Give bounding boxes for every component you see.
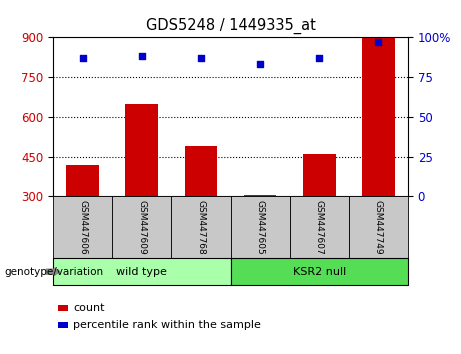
Point <box>79 55 86 61</box>
Text: count: count <box>73 303 105 313</box>
Bar <box>244 195 276 196</box>
Text: GSM447749: GSM447749 <box>374 200 383 255</box>
Text: percentile rank within the sample: percentile rank within the sample <box>73 320 261 330</box>
Point <box>256 61 264 67</box>
Bar <box>125 103 158 196</box>
Text: GSM447768: GSM447768 <box>196 200 206 255</box>
Point <box>138 53 145 59</box>
Text: GSM447607: GSM447607 <box>315 200 324 255</box>
Text: GSM447606: GSM447606 <box>78 200 87 255</box>
Text: genotype/variation: genotype/variation <box>5 267 104 277</box>
Bar <box>362 39 395 196</box>
Point <box>197 55 205 61</box>
Bar <box>66 165 99 196</box>
Text: GSM447605: GSM447605 <box>255 200 265 255</box>
Title: GDS5248 / 1449335_at: GDS5248 / 1449335_at <box>146 18 315 34</box>
Text: KSR2 null: KSR2 null <box>293 267 346 277</box>
Bar <box>185 146 217 196</box>
Text: wild type: wild type <box>116 267 167 277</box>
Point <box>315 55 323 61</box>
Text: GSM447609: GSM447609 <box>137 200 146 255</box>
Point <box>375 39 382 45</box>
Bar <box>303 154 336 196</box>
